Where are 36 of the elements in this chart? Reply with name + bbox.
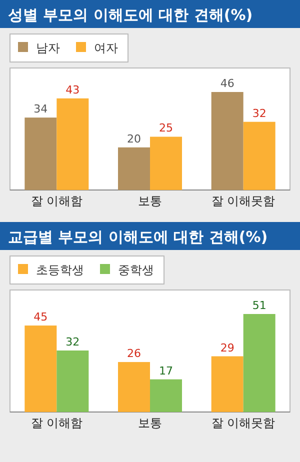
- bar: [56, 98, 89, 190]
- data-label: 26: [127, 347, 141, 360]
- legend-label: 중학생: [118, 263, 154, 277]
- data-label: 43: [66, 83, 80, 96]
- bar: [243, 122, 276, 190]
- bar: [24, 326, 57, 412]
- data-label: 29: [220, 341, 234, 354]
- data-label: 51: [252, 299, 266, 312]
- legend-label: 초등학생: [36, 263, 84, 277]
- x-tick-label: 잘 이해함: [30, 194, 83, 208]
- x-tick-label: 잘 이해못함: [211, 416, 276, 430]
- bar: [24, 118, 57, 190]
- bar: [211, 92, 244, 190]
- data-label: 17: [159, 364, 173, 378]
- bar: [118, 147, 150, 190]
- x-tick-label: 보통: [138, 416, 162, 430]
- bar: [243, 314, 276, 412]
- chart-title: 교급별 부모의 이해도에 대한 견해(%): [8, 228, 268, 246]
- bar: [150, 379, 182, 412]
- data-label: 34: [34, 102, 48, 116]
- bar: [211, 356, 244, 412]
- legend-label: 남자: [36, 41, 60, 55]
- data-label: 20: [127, 132, 141, 146]
- x-tick-label: 잘 이해함: [30, 416, 83, 430]
- data-label: 32: [66, 336, 80, 349]
- bar: [150, 136, 182, 190]
- x-tick-label: 보통: [138, 194, 162, 208]
- bar: [118, 362, 150, 412]
- x-tick-label: 잘 이해못함: [211, 194, 276, 208]
- legend-label: 여자: [94, 41, 118, 55]
- bar: [56, 350, 89, 412]
- chart-title: 성별 부모의 이해도에 대한 견해(%): [8, 6, 253, 24]
- data-label: 45: [34, 310, 48, 324]
- data-label: 32: [252, 106, 266, 120]
- data-label: 46: [220, 77, 234, 90]
- data-label: 25: [159, 122, 173, 135]
